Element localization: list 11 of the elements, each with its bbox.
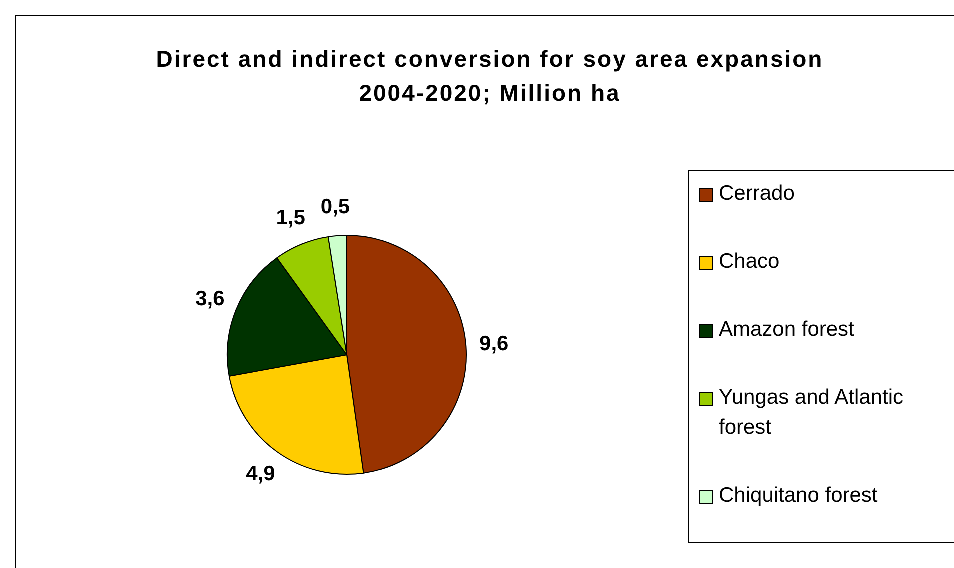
chart-title: Direct and indirect conversion for soy area expansion 2004-2020; Million ha [155, 45, 825, 108]
legend-label: Amazon forest [719, 317, 854, 343]
data-label: 3,6 [196, 288, 225, 311]
legend-label: Chiquitano forest [719, 483, 878, 509]
legend-label: Cerrado [719, 181, 795, 207]
data-label: 9,6 [480, 332, 509, 356]
data-label: 4,9 [246, 462, 276, 486]
data-label: 1,5 [276, 206, 306, 230]
legend-label: Yungas and Atlantic forest [719, 385, 904, 441]
legend-label: Chaco [719, 249, 780, 275]
data-label: 0,5 [320, 196, 350, 219]
